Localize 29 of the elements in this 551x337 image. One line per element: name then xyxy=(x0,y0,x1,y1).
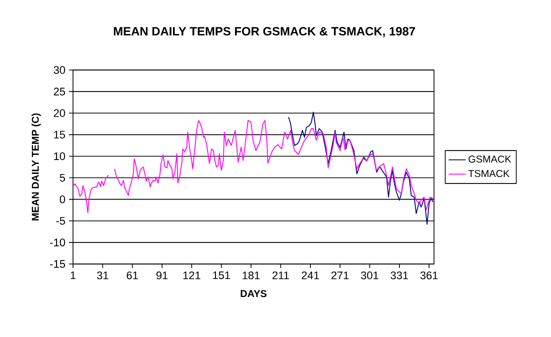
x-tick-label: 1 xyxy=(70,272,76,280)
x-tick-label: 331 xyxy=(390,272,408,280)
x-tick-label: 271 xyxy=(331,272,349,280)
x-tick-label: 361 xyxy=(420,272,438,280)
x-tick-label: 61 xyxy=(126,272,138,280)
y-tick-label: 20 xyxy=(54,109,66,117)
y-tick-label: -15 xyxy=(50,260,66,268)
x-tick-label: 241 xyxy=(302,272,319,280)
y-tick-label: 25 xyxy=(54,88,66,96)
y-tick-label: 15 xyxy=(54,130,66,138)
x-tick-label: 121 xyxy=(183,272,200,280)
x-tick-label: 31 xyxy=(97,272,108,280)
x-tick-label: 151 xyxy=(213,272,230,280)
legend-label: GSMACK xyxy=(468,156,512,163)
y-tick-label: 30 xyxy=(54,66,66,74)
legend-label: TSMACK xyxy=(468,170,510,178)
x-tick-label: 211 xyxy=(272,272,289,280)
x-tick-label: 91 xyxy=(156,272,168,280)
y-tick-label: -10 xyxy=(50,238,66,246)
chart-title: MEAN DAILY TEMPS FOR GSMACK & TSMACK, 1987 xyxy=(114,27,416,38)
line-series xyxy=(288,112,434,225)
y-tick-label: -5 xyxy=(56,217,66,225)
y-tick-label: 10 xyxy=(54,152,66,160)
y-tick-label: 0 xyxy=(60,195,66,204)
y-tick-label: 5 xyxy=(60,174,66,182)
x-tick-label: 181 xyxy=(242,272,260,280)
x-tick-label: 301 xyxy=(360,272,378,280)
x-axis-title: DAYS xyxy=(240,290,267,298)
y-axis-title: MEAN DAILY TEMP (C) xyxy=(32,113,41,220)
